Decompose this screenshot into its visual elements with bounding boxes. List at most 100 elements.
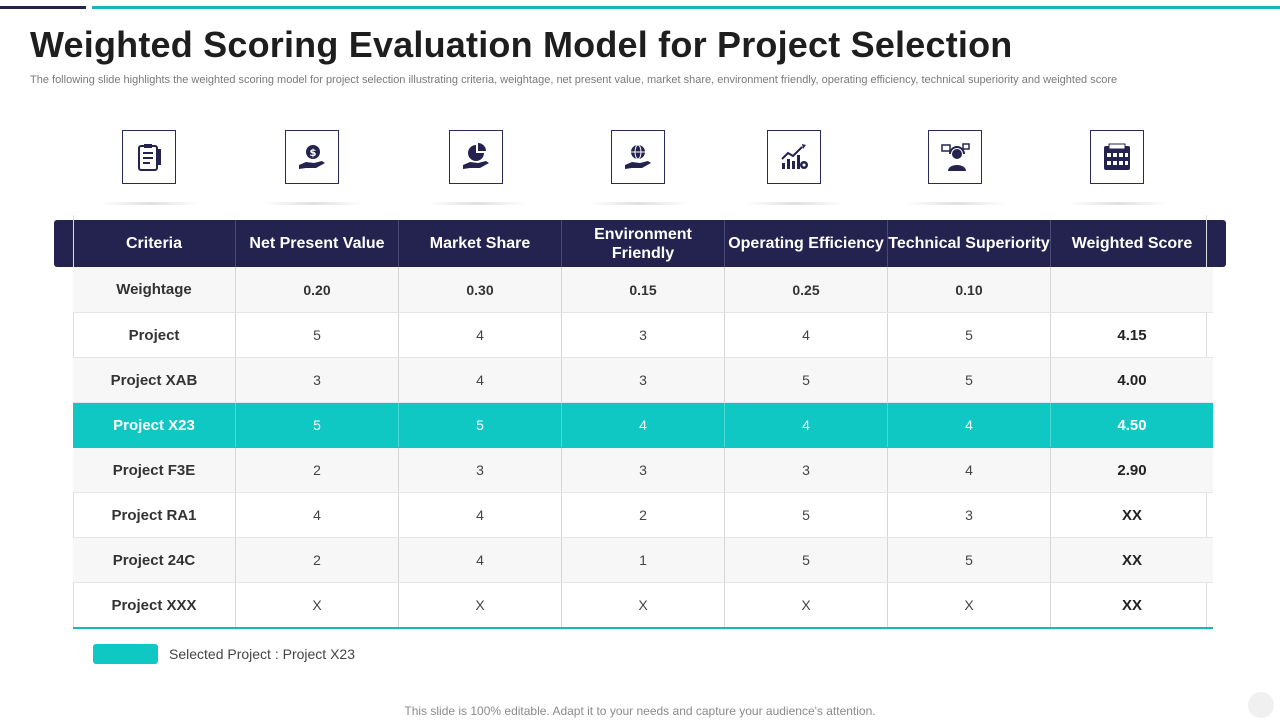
table-cell: Project X23 [73, 402, 236, 448]
table-cell: 3 [724, 447, 888, 493]
table-cell: 0.15 [561, 267, 725, 313]
table-row: Project XXX X X X X X XX [73, 582, 1213, 629]
legend-label: Selected Project : Project X23 [169, 646, 355, 662]
table-cell: 0.30 [398, 267, 562, 313]
table-cell: 4 [235, 492, 399, 538]
table-cell: 3 [398, 447, 562, 493]
slide-title: Weighted Scoring Evaluation Model for Pr… [30, 24, 1013, 65]
table-cell: Weightage [73, 267, 236, 313]
table-cell: 4.50 [1050, 402, 1213, 448]
table-cell: 5 [887, 537, 1051, 583]
header-technical-superiority: Technical Superiority [887, 220, 1051, 267]
icon-shadow [427, 202, 527, 205]
criteria-icon-row: $ [0, 0, 1280, 210]
table-cell: Project 24C [73, 537, 236, 583]
table-cell: 4 [724, 312, 888, 358]
table-cell: 5 [724, 357, 888, 403]
table-cell: 2 [235, 447, 399, 493]
table-cell: 5 [887, 357, 1051, 403]
table-cell: 5 [235, 402, 399, 448]
table-cell: 5 [887, 312, 1051, 358]
icon-slot [427, 130, 527, 206]
table-cell: XX [1050, 537, 1213, 583]
table-cell: X [724, 582, 888, 629]
icon-slot: $ [263, 130, 363, 206]
table-cell: 4 [398, 492, 562, 538]
table-cell: 2 [561, 492, 725, 538]
table-row: Project F3E 2 3 3 3 4 2.90 [73, 447, 1213, 493]
top-accent-bar-dark [0, 6, 86, 9]
table-cell: Project RA1 [73, 492, 236, 538]
table-cell: 0.10 [887, 267, 1051, 313]
table-cell: Project XXX [73, 582, 236, 629]
table-cell: 3 [235, 357, 399, 403]
table-cell [1050, 267, 1213, 313]
table-cell: 4 [398, 537, 562, 583]
score-calendar-icon [1090, 130, 1144, 184]
header-operating-efficiency: Operating Efficiency [724, 220, 888, 267]
table-cell: 5 [235, 312, 399, 358]
table-cell: 5 [724, 537, 888, 583]
icon-slot [100, 130, 200, 206]
header-net-present-value: Net Present Value [235, 220, 399, 267]
table-cell: 4 [887, 402, 1051, 448]
svg-text:$: $ [310, 148, 317, 159]
icon-shadow [589, 202, 689, 205]
table-cell: 0.20 [235, 267, 399, 313]
icon-shadow [745, 202, 845, 205]
table-row-weightage: Weightage 0.20 0.30 0.15 0.25 0.10 [73, 267, 1213, 313]
table-cell: Project F3E [73, 447, 236, 493]
table-cell: Project [73, 312, 236, 358]
clipboard-checklist-icon [122, 130, 176, 184]
table-row: Project 5 4 3 4 5 4.15 [73, 312, 1213, 358]
icon-slot [906, 130, 1006, 206]
money-hand-icon: $ [285, 130, 339, 184]
page-indicator [1248, 692, 1274, 718]
table-cell: X [887, 582, 1051, 629]
table-cell: 4 [561, 402, 725, 448]
table-cell: 4.00 [1050, 357, 1213, 403]
table-row: Project XAB 3 4 3 5 5 4.00 [73, 357, 1213, 403]
table-cell: 3 [561, 357, 725, 403]
table-cell: 3 [561, 312, 725, 358]
header-market-share: Market Share [398, 220, 562, 267]
table-cell: 4.15 [1050, 312, 1213, 358]
table-row: Project 24C 2 4 1 5 5 XX [73, 537, 1213, 583]
icon-shadow [100, 202, 200, 205]
icon-slot [1068, 130, 1168, 206]
scoring-table: Criteria Net Present Value Market Share … [73, 220, 1213, 629]
table-cell: 2.90 [1050, 447, 1213, 493]
table-header-row: Criteria Net Present Value Market Share … [73, 220, 1213, 267]
table-cell: 3 [887, 492, 1051, 538]
header-criteria: Criteria [125, 235, 183, 252]
legend-swatch [93, 644, 158, 664]
globe-hand-icon [611, 130, 665, 184]
table-cell: 4 [724, 402, 888, 448]
table-cell: X [561, 582, 725, 629]
header-weighted-score: Weighted Score [1050, 220, 1213, 267]
table-cell: X [398, 582, 562, 629]
slide-footer: This slide is 100% editable. Adapt it to… [404, 704, 876, 718]
table-cell: 4 [887, 447, 1051, 493]
table-cell: XX [1050, 492, 1213, 538]
icon-slot [589, 130, 689, 206]
growth-chart-gear-icon [767, 130, 821, 184]
pie-chart-hand-icon [449, 130, 503, 184]
header-environment-friendly: Environment Friendly [561, 220, 725, 267]
table-cell: Project XAB [73, 357, 236, 403]
icon-shadow [1068, 202, 1168, 205]
table-cell: XX [1050, 582, 1213, 629]
table-cell: 1 [561, 537, 725, 583]
table-cell: 0.25 [724, 267, 888, 313]
slide-subtitle: The following slide highlights the weigh… [30, 74, 1118, 86]
table-cell: X [235, 582, 399, 629]
table-cell: 5 [724, 492, 888, 538]
support-headset-person-icon [928, 130, 982, 184]
table-cell: 4 [398, 357, 562, 403]
table-cell: 3 [561, 447, 725, 493]
table-cell: 5 [398, 402, 562, 448]
table-cell: 4 [398, 312, 562, 358]
icon-shadow [906, 202, 1006, 205]
icon-slot [745, 130, 845, 206]
icon-shadow [263, 202, 363, 205]
